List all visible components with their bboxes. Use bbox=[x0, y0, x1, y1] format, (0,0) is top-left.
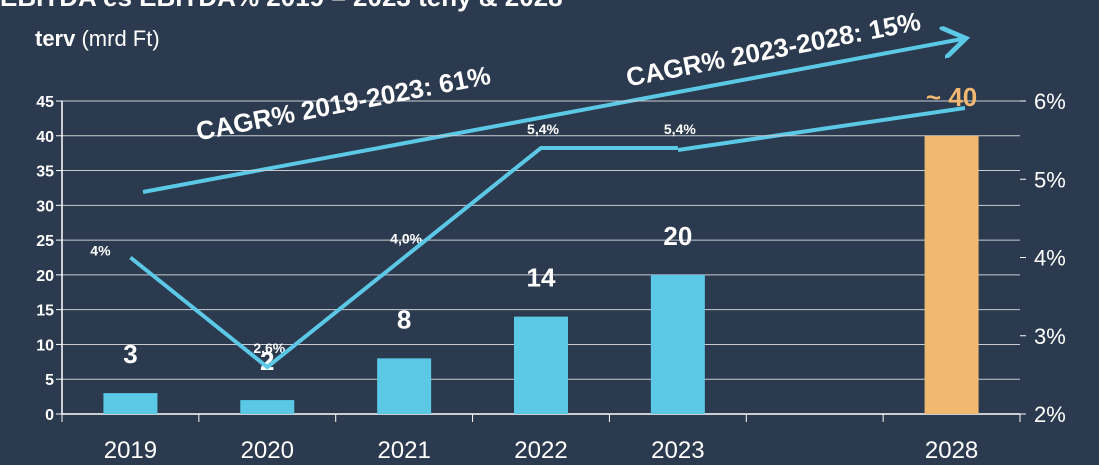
x-tick-label: 2020 bbox=[241, 437, 294, 464]
bar bbox=[514, 316, 568, 414]
x-tick-label: 2019 bbox=[104, 437, 157, 464]
bar-label: 20 bbox=[663, 221, 692, 251]
y2-tick-label: 2% bbox=[1034, 402, 1066, 427]
bar bbox=[103, 393, 158, 414]
x-tick-label: 2023 bbox=[651, 437, 704, 464]
y2-tick-label: 4% bbox=[1034, 246, 1066, 271]
y-tick-label: 25 bbox=[36, 233, 54, 250]
chart-title: EBITDA és EBITDA% 2019 – 2023 tény & 202… bbox=[0, 0, 563, 12]
bar bbox=[650, 274, 705, 414]
y-tick-label: 5 bbox=[45, 372, 54, 389]
bar-label: 3 bbox=[123, 339, 137, 369]
plot: 0 5 10 15 20 25 30 35 40 45 2% 3% 4% 5% 6% 2019 3 2020 2 20… bbox=[36, 82, 1066, 464]
chart-title-cont: terv (mrd Ft) bbox=[35, 26, 160, 51]
y-tick-label: 10 bbox=[36, 337, 54, 354]
y2-tick-label: 6% bbox=[1034, 89, 1066, 114]
x-tick-label: 2028 bbox=[925, 437, 978, 464]
y2-tick-label: 3% bbox=[1034, 324, 1066, 349]
unit: (mrd Ft) bbox=[81, 26, 159, 51]
line-label: 4% bbox=[90, 243, 111, 259]
bar bbox=[377, 358, 432, 414]
bar bbox=[924, 135, 979, 414]
line-label: 2,6% bbox=[253, 340, 285, 356]
bar bbox=[240, 400, 295, 414]
y-tick-label: 0 bbox=[45, 407, 54, 424]
bar-label: 14 bbox=[527, 263, 556, 293]
line bbox=[129, 145, 678, 370]
y-tick-label: 15 bbox=[36, 303, 54, 320]
y-tick-label: 45 bbox=[36, 94, 54, 111]
y2-tick-label: 5% bbox=[1034, 167, 1066, 192]
line-label: 4,0% bbox=[390, 231, 422, 247]
y-tick-label: 35 bbox=[36, 164, 54, 181]
y-tick-label: 30 bbox=[36, 198, 54, 215]
cagr-arrow bbox=[142, 39, 962, 194]
line-label: 5,4% bbox=[664, 121, 696, 137]
bar-label: 8 bbox=[397, 304, 411, 334]
y-tick-label: 40 bbox=[36, 129, 54, 146]
bar-label: ~ 40 bbox=[926, 82, 977, 112]
x-tick-label: 2022 bbox=[514, 437, 567, 464]
bar-label: 2 bbox=[260, 346, 274, 376]
trend-line bbox=[677, 106, 966, 152]
title-cont: terv bbox=[35, 26, 76, 51]
y-tick-label: 20 bbox=[36, 268, 54, 285]
line-label: 5,4% bbox=[527, 121, 559, 137]
x-tick-label: 2021 bbox=[377, 437, 430, 464]
